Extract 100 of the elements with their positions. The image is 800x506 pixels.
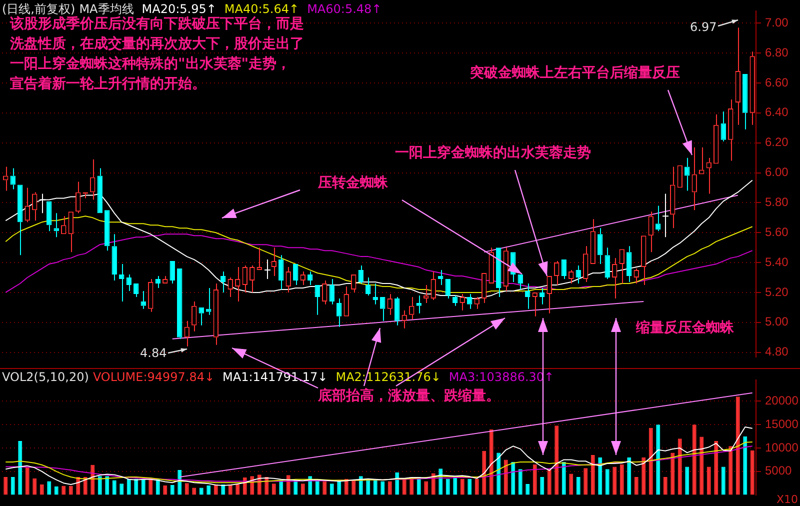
candlestick [293,264,298,286]
candlestick [372,282,378,305]
candlestick [314,284,320,316]
candlestick [366,277,371,296]
candlestick [518,274,523,290]
candlestick [409,296,414,320]
y-tick-label: 5.40 [765,254,789,269]
y-tick-label: 5.80 [765,195,789,210]
annotation: 底部抬高，涨放量、跌缩量。 [318,386,500,406]
y-tick-label: 6.00 [765,165,789,180]
candlestick [336,298,342,328]
annotation: 宣告着新一轮上升行情的开始。 [10,74,206,94]
candlestick [438,270,444,286]
candlestick [394,296,400,326]
annotation: 一阳上穿金蜘蛛的出水芙蓉走势 [395,144,591,163]
y-axis-title: X10 [776,493,798,506]
candlestick [18,184,23,256]
candlestick [662,193,669,238]
candlestick [177,268,182,340]
candlestick [46,201,52,232]
candlestick [242,265,248,293]
candlestick [496,248,502,298]
candlestick [358,265,364,284]
text: MA60:5.48↑ [307,2,382,16]
candlestick [54,212,59,238]
text: MA20:5.95↑ [142,2,216,16]
candlestick [692,146,697,211]
candlestick [728,98,734,162]
candlestick [351,274,356,293]
y-tick-label: 6.80 [765,45,789,60]
candlestick [286,266,291,293]
candlestick [482,273,487,304]
candlestick [68,212,74,253]
candlestick [206,287,212,316]
candlestick [140,290,146,310]
candlestick [735,27,740,126]
candlestick [250,265,255,293]
candlestick [119,264,124,302]
y-tick-label: 20000 [765,394,799,408]
candlestick [264,259,271,280]
candlestick [256,247,262,270]
candlestick [598,228,603,265]
candlestick [228,277,233,298]
candlestick [3,166,8,192]
candlestick [184,320,190,347]
candlestick [424,284,429,304]
candlestick [546,276,552,314]
candlestick [134,283,139,298]
candlestick [430,271,436,300]
y-tick-label: 15000 [765,416,799,431]
candlestick [387,293,392,316]
candlestick [104,210,110,252]
candlestick [112,234,117,281]
y-tick-label: 5.00 [765,314,789,329]
y-tick-label: 6.40 [765,105,789,120]
y-tick-label: 7.00 [765,15,789,30]
candlestick [148,278,154,312]
candlestick [61,216,66,234]
annotation: 该股形成季价压后没有向下跌破压下平台，而是洗盘性质，在成交量的再次放大下，股价走出了一阳上穿金蜘蛛这种特殊的"出水芙蓉"走势， [10,16,304,72]
candlestick [170,261,175,284]
y-tick-label: 10000 [765,440,799,454]
chart-title: (日线,前复权) [2,2,76,16]
candlestick [750,51,755,126]
y-tick-label: 6.60 [765,75,789,90]
candlestick [213,282,218,346]
candlestick [39,193,46,214]
candlestick [24,187,30,223]
y-tick-label: 5.20 [765,284,789,299]
candlestick [540,287,545,305]
candlestick [720,110,726,142]
candlestick [155,276,160,288]
candlestick [699,146,704,174]
candlestick [583,246,588,282]
candlestick [626,246,632,282]
candlestick [656,205,661,232]
annotation: 突破金蜘蛛上左右平台后缩量反压 [470,64,680,83]
candlestick [590,218,596,264]
candlestick [90,158,96,200]
legend-title: MA季均线 [79,2,134,16]
candlestick [684,157,690,192]
y-tick-label: 5000 [765,464,792,478]
candlestick [192,300,197,332]
annotation: 压转金蜘蛛 [318,174,388,193]
candlestick [641,236,646,286]
text: VOLUME:94997.84↓ [92,370,215,384]
candlestick [97,168,102,214]
y-tick-label: 6.20 [765,135,789,150]
candlestick [416,294,422,314]
candlestick [612,258,618,299]
candlestick [322,280,328,305]
candlestick [714,114,719,164]
annotation: 4.84 [140,346,167,360]
candlestick [32,192,38,222]
y-tick-label: 5.60 [765,224,789,239]
annotation: 缩量反压金蜘蛛 [636,319,734,338]
chart-title: VOL2(5,10,20) [2,370,89,384]
candlestick [561,260,566,280]
text: MA40:5.64↑ [224,2,300,16]
candlestick [329,278,334,305]
candlestick [278,254,284,290]
